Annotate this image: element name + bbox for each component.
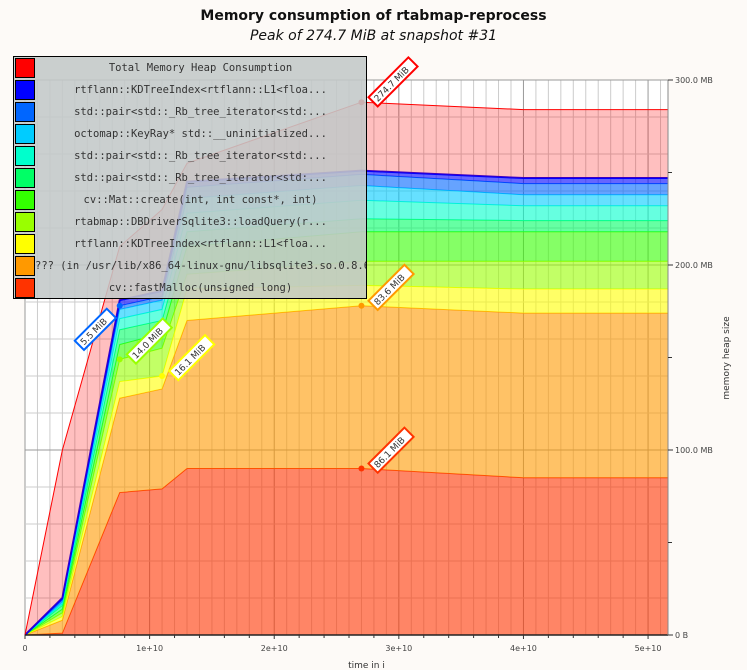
y-tick-label: 100.0 MB (675, 446, 713, 455)
legend-label: cv::Mat::create(int, int const*, int) (83, 194, 318, 206)
legend-entry: std::pair<std::_Rb_tree_iterator<std:... (14, 145, 366, 167)
legend-swatch (15, 212, 35, 232)
x-tick-label: 1e+10 (136, 644, 163, 653)
legend-entry: cv::Mat::create(int, int const*, int) (14, 189, 366, 211)
annotation-box (125, 317, 174, 366)
legend-label: rtflann::KDTreeIndex<rtflann::L1<floa... (74, 84, 327, 96)
legend-swatch (15, 234, 35, 254)
y-tick-label: 300.0 MB (675, 76, 713, 85)
annotation-point (358, 465, 365, 472)
area-series-0 (25, 468, 668, 635)
x-tick-label: 5e+10 (635, 644, 662, 653)
x-tick-label: 4e+10 (510, 644, 537, 653)
annotation-box (73, 307, 118, 352)
legend-swatch (15, 102, 35, 122)
legend-label: rtflann::KDTreeIndex<rtflann::L1<floa... (74, 238, 327, 250)
legend-entry: cv::fastMalloc(unsigned long) (14, 277, 366, 299)
legend-swatch (15, 278, 35, 298)
annotation-box (367, 263, 416, 312)
legend-entry: std::pair<std::_Rb_tree_iterator<std:... (14, 167, 366, 189)
annotation-point (116, 356, 123, 363)
area-series-1 (25, 305, 668, 635)
x-tick-label: 0 (22, 644, 27, 653)
legend-swatch (15, 168, 35, 188)
legend-entry: rtflann::KDTreeIndex<rtflann::L1<floa... (14, 233, 366, 255)
legend-entry: octomap::KeyRay* std::__uninitialized... (14, 123, 366, 145)
legend-label: std::pair<std::_Rb_tree_iterator<std:... (74, 150, 327, 162)
legend-swatch (15, 146, 35, 166)
x-tick-label: 3e+10 (385, 644, 412, 653)
legend-entry: ??? (in /usr/lib/x86_64-linux-gnu/libsql… (14, 255, 366, 277)
x-axis-label: time in i (348, 661, 385, 670)
annotation-point (159, 373, 166, 379)
legend-swatch (15, 190, 35, 210)
legend-entry: rtflann::KDTreeIndex<rtflann::L1<floa... (14, 79, 366, 101)
annotation-box (167, 333, 216, 382)
legend-entry: std::pair<std::_Rb_tree_iterator<std:... (14, 101, 366, 123)
legend-swatch (15, 124, 35, 144)
legend-swatch (15, 80, 35, 100)
area-series-10 (25, 102, 668, 635)
legend-label: cv::fastMalloc(unsigned long) (108, 282, 293, 294)
legend-label: std::pair<std::_Rb_tree_iterator<std:... (74, 106, 327, 118)
annotation-point (116, 302, 123, 309)
legend-label: rtabmap::DBDriverSqlite3::loadQuery(r... (74, 216, 327, 228)
y-tick-label: 0 B (675, 631, 688, 640)
legend-swatch (15, 256, 35, 276)
chart-subtitle: Peak of 274.7 MiB at snapshot #31 (249, 28, 498, 44)
legend-swatch (15, 58, 35, 78)
chart-title: Memory consumption of rtabmap-reprocess (200, 8, 547, 24)
y-tick-label: 200.0 MB (675, 261, 713, 270)
annotation-point (358, 302, 365, 309)
legend-entry: Total Memory Heap Consumption (14, 57, 366, 79)
legend-label: ??? (in /usr/lib/x86_64-linux-gnu/libsql… (35, 260, 366, 272)
legend-label: octomap::KeyRay* std::__uninitialized... (74, 128, 327, 140)
legend-label: std::pair<std::_Rb_tree_iterator<std:... (74, 172, 327, 184)
annotation-box (367, 55, 419, 108)
annotation-box (367, 426, 416, 475)
y-axis-label: memory heap size (722, 316, 732, 400)
legend-label: Total Memory Heap Consumption (108, 62, 293, 74)
legend-entry: rtabmap::DBDriverSqlite3::loadQuery(r... (14, 211, 366, 233)
x-tick-label: 2e+10 (261, 644, 288, 653)
